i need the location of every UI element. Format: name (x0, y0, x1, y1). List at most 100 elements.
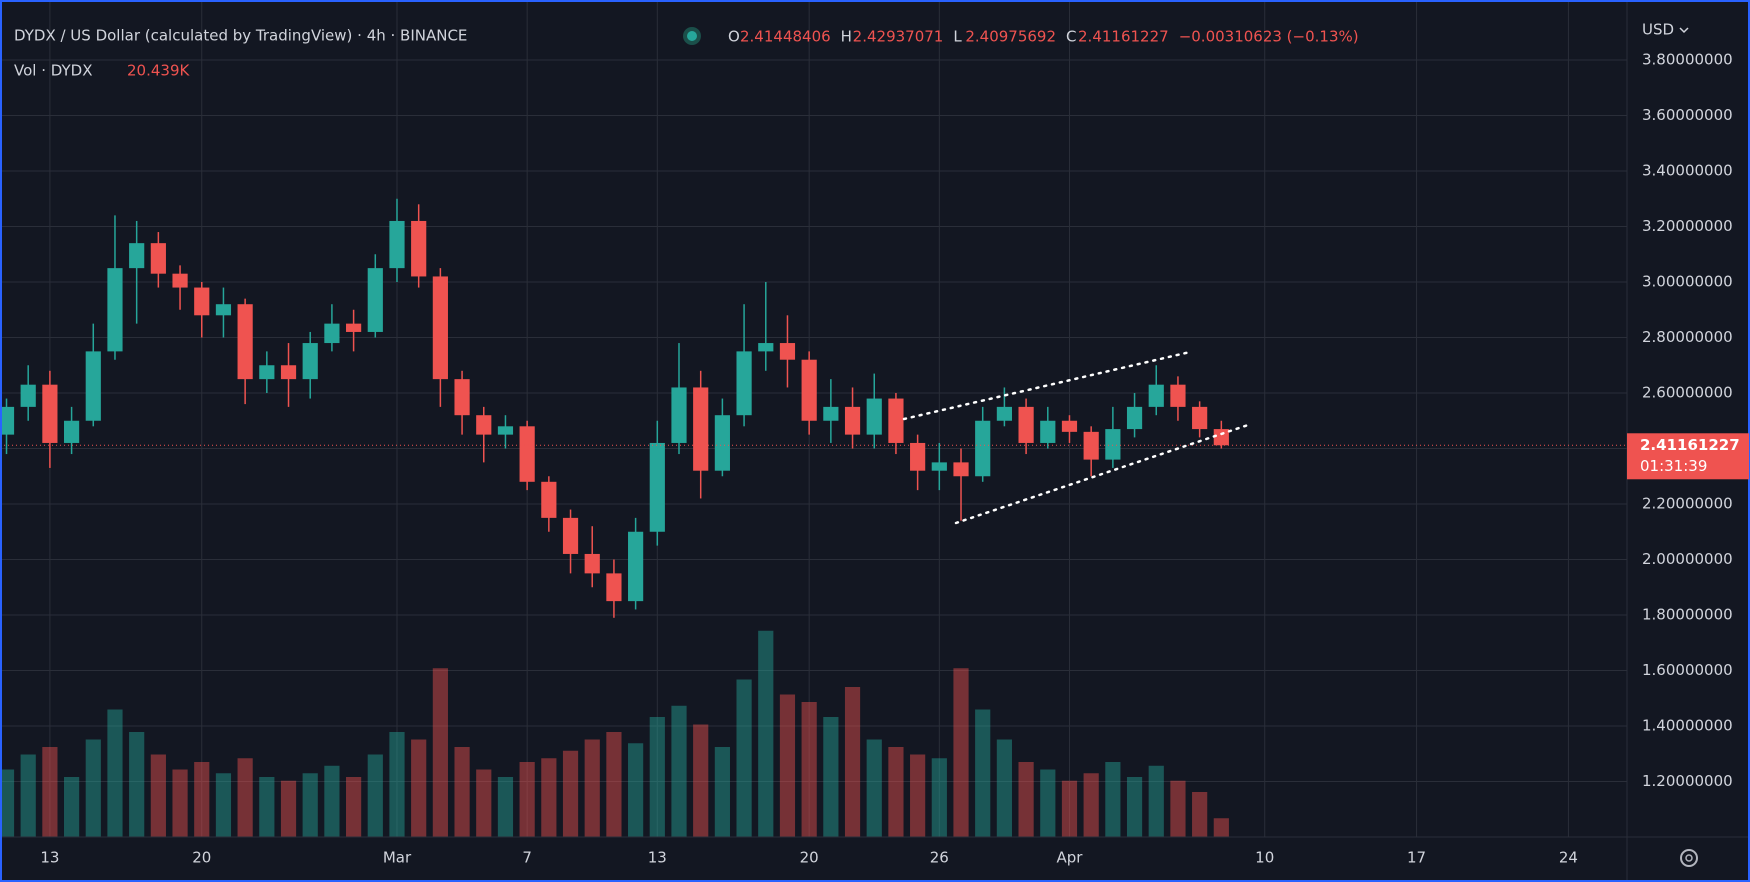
volume-bar (1126, 777, 1143, 837)
candle-body (194, 287, 210, 316)
settings-icon[interactable] (1680, 849, 1698, 867)
candle-body (801, 359, 817, 421)
volume-bar (996, 739, 1012, 837)
currency-dropdown-icon[interactable] (1679, 27, 1689, 34)
volume-bar (411, 739, 427, 837)
x-tick-label: 24 (1559, 849, 1578, 867)
volume-bar (584, 739, 600, 837)
candle-body (866, 398, 882, 435)
candle-body (63, 420, 80, 443)
x-tick-label: Mar (383, 849, 412, 867)
volume-bar (606, 732, 622, 837)
candle-body (1170, 384, 1186, 407)
legend-value: 2.42937071 (853, 28, 944, 46)
candle-body (324, 323, 340, 344)
volume-bar (476, 769, 492, 837)
candle-body (519, 426, 535, 482)
y-tick-label: 3.60000000 (1642, 106, 1733, 124)
y-tick-label: 2.20000000 (1642, 495, 1733, 513)
volume-bar (779, 694, 796, 837)
volume-bar (20, 754, 36, 837)
candle-body (237, 304, 253, 380)
volume-bar (758, 630, 774, 837)
legend-value: 2.40975692 (965, 28, 1056, 46)
candle-body (42, 384, 58, 443)
volume-bar (628, 743, 644, 837)
volume-bar (150, 754, 166, 837)
y-tick-label: 1.60000000 (1642, 661, 1733, 679)
candle-body (1192, 406, 1208, 430)
volume-bar (497, 777, 514, 837)
volume-bar (671, 705, 687, 837)
volume-bar (280, 780, 297, 837)
candle-body (454, 379, 470, 416)
volume-bar (215, 773, 232, 837)
currency[interactable]: USD (1642, 21, 1674, 39)
candle-body (693, 387, 709, 471)
volume-bar (129, 732, 145, 837)
status-dot (687, 31, 697, 41)
volume-bar (0, 769, 15, 837)
candle-body (411, 220, 427, 277)
legend-key: O (728, 28, 740, 46)
candle-body (346, 323, 362, 332)
plot-area (0, 0, 1627, 837)
candle-body (584, 553, 600, 574)
y-tick-label: 3.80000000 (1642, 51, 1733, 69)
x-tick-label: 13 (648, 849, 667, 867)
candle-body (541, 481, 557, 518)
candle-body (1148, 384, 1164, 407)
x-tick-label: Apr (1057, 849, 1084, 867)
volume-bar (107, 709, 123, 837)
candle-body (714, 415, 730, 471)
legend-key: C (1066, 28, 1076, 46)
last-price-label: 2.41161227 (1640, 436, 1740, 454)
candle-body (1126, 406, 1143, 430)
candle-body (736, 351, 752, 416)
candle-body (975, 420, 991, 477)
volume-bar (454, 747, 470, 837)
volume-bar (693, 724, 709, 837)
candle-body (606, 573, 622, 602)
candle-body (823, 406, 839, 421)
volume-label: Vol · DYDX (14, 62, 92, 80)
y-tick-label: 2.80000000 (1642, 328, 1733, 346)
volume-bar (562, 750, 579, 837)
volume-bar (302, 773, 318, 837)
volume-bar (1148, 765, 1164, 837)
candle-body (129, 243, 145, 269)
candle-body (172, 273, 188, 288)
candle-body (996, 406, 1012, 421)
countdown: 01:31:39 (1640, 457, 1707, 475)
volume-bar (888, 747, 904, 837)
candle-body (367, 268, 383, 332)
candle-body (389, 220, 405, 269)
volume-bar (736, 679, 752, 837)
y-tick-label: 2.60000000 (1642, 384, 1733, 402)
candle-body (280, 365, 297, 380)
candle-body (1213, 429, 1229, 446)
volume-bar (801, 702, 817, 837)
volume-bar (844, 687, 861, 837)
candle-body (259, 365, 275, 380)
candle-body (628, 531, 644, 602)
candle-body (432, 276, 448, 380)
candle-body (562, 517, 579, 554)
candle-body (1061, 420, 1078, 432)
last-price-tag (1627, 433, 1749, 480)
x-tick-label: 26 (930, 849, 949, 867)
candle-body (888, 398, 904, 443)
candle-body (215, 304, 232, 316)
volume-last: 20.439K (127, 62, 190, 80)
candle-body (497, 426, 514, 435)
volume-bar (1018, 762, 1034, 837)
volume-bar (1105, 762, 1121, 837)
candle-body (758, 343, 774, 352)
x-tick-label: 20 (192, 849, 211, 867)
volume-bar (541, 758, 557, 837)
volume-bar (63, 777, 80, 837)
candle-body (302, 343, 318, 380)
candle-body (0, 406, 15, 435)
ohlc-legend: O 2.41448406 H 2.42937071 L 2.40975692 C 2.4116… (728, 28, 1359, 46)
